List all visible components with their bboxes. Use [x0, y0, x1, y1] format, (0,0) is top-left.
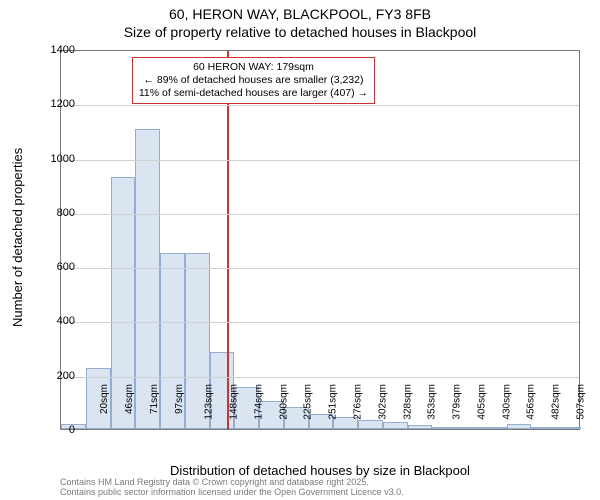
- x-tick-label: 97sqm: [174, 384, 185, 414]
- y-tick-label: 400: [57, 315, 75, 327]
- y-tick-label: 1400: [51, 44, 75, 56]
- histogram-bar: [457, 427, 482, 429]
- x-tick-label: 148sqm: [229, 384, 240, 420]
- x-tick-label: 46sqm: [124, 384, 135, 414]
- bars-container: [61, 51, 579, 429]
- annotation-line-3: 11% of semi-detached houses are larger (…: [139, 87, 368, 100]
- x-tick-label: 200sqm: [278, 384, 289, 420]
- y-tick-label: 600: [57, 261, 75, 273]
- histogram-bar: [507, 424, 532, 429]
- y-tick-label: 1200: [51, 98, 75, 110]
- gridline: [61, 160, 579, 161]
- gridline: [61, 268, 579, 269]
- reference-line: [227, 51, 229, 429]
- x-tick-label: 482sqm: [551, 384, 562, 420]
- x-tick-label: 123sqm: [204, 384, 215, 420]
- gridline: [61, 105, 579, 106]
- chart-title: 60, HERON WAY, BLACKPOOL, FY3 8FB Size o…: [0, 0, 600, 41]
- x-tick-label: 251sqm: [328, 384, 339, 420]
- y-tick-label: 0: [69, 424, 75, 436]
- x-tick-label: 328sqm: [402, 384, 413, 420]
- histogram-bar: [482, 427, 507, 429]
- x-tick-label: 456sqm: [526, 384, 537, 420]
- x-axis-label: Distribution of detached houses by size …: [60, 463, 580, 478]
- histogram-bar: [432, 427, 457, 429]
- histogram-bar: [358, 420, 383, 430]
- y-tick-label: 200: [57, 370, 75, 382]
- gridline: [61, 322, 579, 323]
- footer-credits: Contains HM Land Registry data © Crown c…: [60, 478, 404, 498]
- y-axis-label: Number of detached properties: [10, 148, 25, 327]
- histogram-bar: [383, 422, 408, 429]
- annotation-box: 60 HERON WAY: 179sqm ← 89% of detached h…: [132, 57, 375, 104]
- credit-line-2: Contains public sector information licen…: [60, 488, 404, 498]
- x-tick-label: 430sqm: [501, 384, 512, 420]
- x-tick-label: 379sqm: [452, 384, 463, 420]
- title-line-1: 60, HERON WAY, BLACKPOOL, FY3 8FB: [0, 6, 600, 24]
- x-tick-label: 405sqm: [476, 384, 487, 420]
- annotation-line-2: ← 89% of detached houses are smaller (3,…: [139, 74, 368, 87]
- chart-root: 60, HERON WAY, BLACKPOOL, FY3 8FB Size o…: [0, 0, 600, 500]
- gridline: [61, 214, 579, 215]
- y-tick-label: 1000: [51, 153, 75, 165]
- annotation-line-1: 60 HERON WAY: 179sqm: [139, 61, 368, 74]
- plot-area: 60 HERON WAY: 179sqm ← 89% of detached h…: [60, 50, 580, 430]
- x-tick-label: 507sqm: [575, 384, 586, 420]
- histogram-bar: [556, 427, 581, 429]
- title-line-2: Size of property relative to detached ho…: [0, 24, 600, 42]
- y-tick-label: 800: [57, 207, 75, 219]
- histogram-bar: [408, 425, 433, 429]
- x-tick-label: 20sqm: [99, 384, 110, 414]
- x-tick-label: 353sqm: [427, 384, 438, 420]
- x-tick-label: 174sqm: [254, 384, 265, 420]
- x-tick-label: 225sqm: [303, 384, 314, 420]
- x-tick-label: 302sqm: [377, 384, 388, 420]
- x-tick-label: 71sqm: [149, 384, 160, 414]
- histogram-bar: [531, 427, 556, 429]
- x-tick-label: 276sqm: [353, 384, 364, 420]
- gridline: [61, 377, 579, 378]
